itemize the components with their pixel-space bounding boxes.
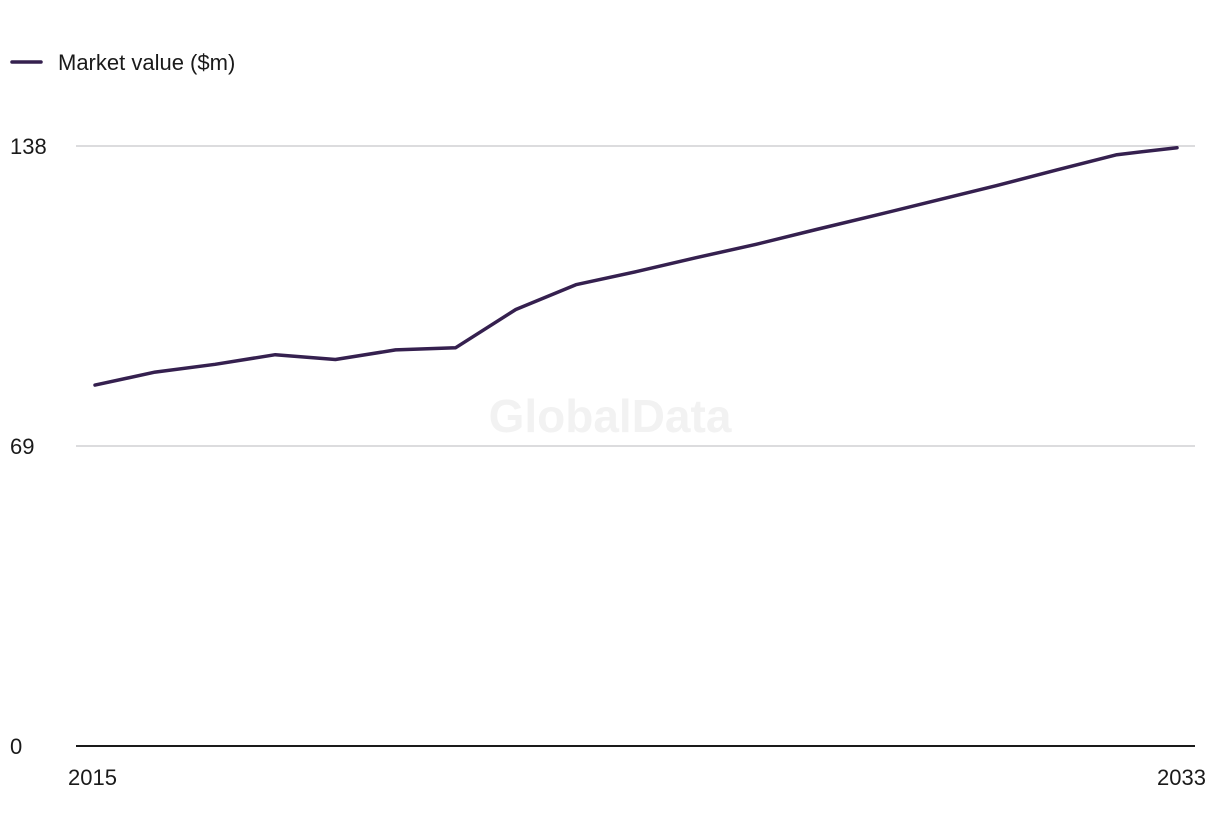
legend-label: Market value ($m): [58, 50, 235, 75]
gridlines: [76, 145, 1195, 447]
x-tick-label: 2033: [1157, 765, 1206, 790]
y-tick-label: 0: [10, 734, 22, 759]
watermark: GlobalData: [489, 390, 732, 442]
x-axis-ticks: 2015 2033: [68, 765, 1206, 790]
x-tick-label: 2015: [68, 765, 117, 790]
series-layer: [93, 145, 1179, 387]
series-line: [93, 145, 1179, 387]
y-tick-label: 138: [10, 134, 47, 159]
y-tick-label: 69: [10, 434, 34, 459]
legend: Market value ($m): [10, 50, 235, 75]
y-axis-ticks: 0 69 138: [10, 134, 47, 759]
